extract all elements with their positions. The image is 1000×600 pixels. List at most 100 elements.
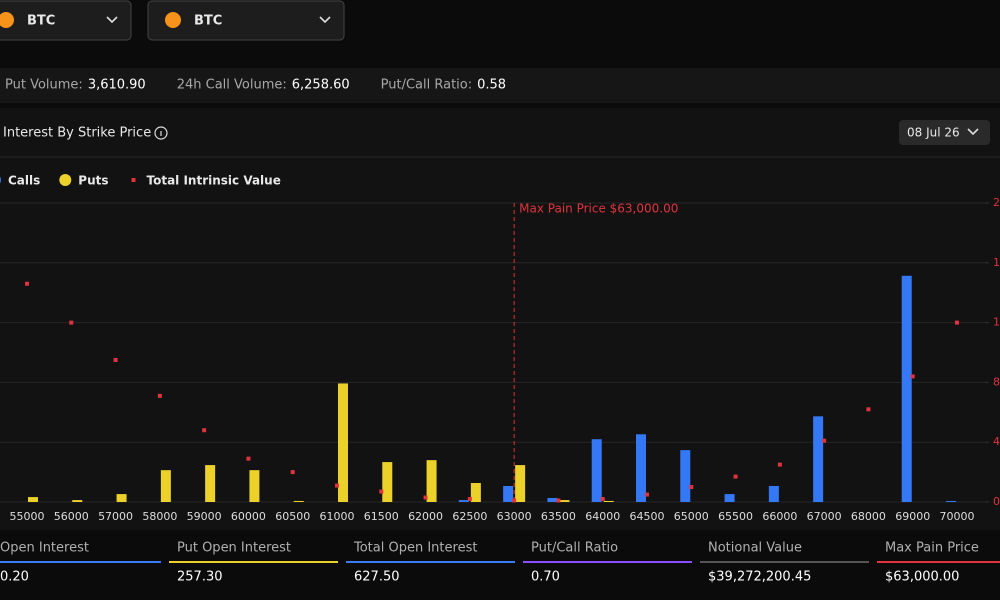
bar xyxy=(426,460,437,502)
point xyxy=(423,495,428,500)
selector-text: BTC xyxy=(194,14,222,29)
bar xyxy=(382,462,393,502)
summary-value: 0.20 xyxy=(0,570,29,585)
point xyxy=(600,497,605,502)
summary-value: $63,000.00 xyxy=(885,570,959,585)
summary-label: Total Open Interest xyxy=(353,541,477,556)
point xyxy=(246,456,251,461)
stats: Put Volume: 3,610.90 24h Call Volume: 6,258… xyxy=(5,78,506,93)
bar xyxy=(591,439,602,502)
date-select[interactable] xyxy=(899,120,990,145)
point xyxy=(777,462,782,467)
stat-value: 0.58 xyxy=(477,78,506,93)
legend-swatch xyxy=(0,176,1,184)
x-tick-label: 63000 xyxy=(497,510,532,523)
point xyxy=(25,281,29,286)
x-tick-label: 70000 xyxy=(940,510,975,523)
point xyxy=(113,357,118,362)
bar xyxy=(72,500,83,502)
point xyxy=(512,498,517,503)
chevron xyxy=(106,16,118,24)
btc-icon xyxy=(0,12,14,28)
x-tick-label: 63500 xyxy=(541,510,576,523)
point xyxy=(689,485,694,490)
legend-swatch xyxy=(59,174,72,186)
bar xyxy=(28,497,38,502)
max-pain-label: Max Pain Price $63,000.00 xyxy=(519,202,678,216)
selector[interactable] xyxy=(0,0,132,41)
chevron xyxy=(967,128,979,136)
stat-label: Put Volume: xyxy=(5,78,83,93)
info-icon[interactable] xyxy=(154,126,168,140)
x-tick-label: 59000 xyxy=(187,510,222,523)
chart: 0 4 8 12 16 20 55000 56000 57000 58000 59000 60000 6… xyxy=(0,174,1000,523)
x-tick-label: 62000 xyxy=(408,510,443,523)
stats-bar xyxy=(0,68,1000,103)
summary-label: Open Interest xyxy=(0,541,89,556)
bar xyxy=(205,465,216,502)
summary: Open Interest 0.20 Put Open Interest 257.30… xyxy=(0,541,1000,585)
bar xyxy=(338,383,348,502)
bar xyxy=(249,470,260,502)
point xyxy=(645,492,649,497)
x-tick-label: 66000 xyxy=(762,510,797,523)
point xyxy=(733,474,738,479)
x-tick-label: 64500 xyxy=(630,510,665,523)
selector[interactable] xyxy=(147,0,345,41)
x-tick-label: 55000 xyxy=(10,510,45,523)
bar xyxy=(458,500,469,502)
bar xyxy=(724,494,735,502)
y2-tick-label: 16 xyxy=(993,256,1000,269)
summary-label: Put Open Interest xyxy=(177,541,291,556)
legend-label: Calls xyxy=(8,174,40,188)
point xyxy=(866,407,871,412)
point xyxy=(157,393,162,398)
x-tick-label: 68000 xyxy=(851,510,886,523)
stat-label: Put/Call Ratio: xyxy=(381,78,472,93)
x-tick-label: 67000 xyxy=(807,510,842,523)
x-tick-label: 65500 xyxy=(718,510,753,523)
bar xyxy=(470,483,481,502)
summary-label: Notional Value xyxy=(708,541,802,556)
point xyxy=(379,489,384,494)
x-tick-label: 61000 xyxy=(320,510,355,523)
bar xyxy=(946,500,956,502)
point xyxy=(69,320,74,325)
x-tick-label: 61500 xyxy=(364,510,399,523)
summary-value: 0.70 xyxy=(531,570,560,585)
x-tick-label: 56000 xyxy=(54,510,89,523)
bar xyxy=(547,497,558,502)
bar xyxy=(160,470,171,502)
point xyxy=(335,483,339,488)
bar xyxy=(603,500,614,502)
x-tick-label: 69000 xyxy=(895,510,930,523)
legend-label: Total Intrinsic Value xyxy=(147,174,281,188)
bar xyxy=(901,275,912,502)
bar xyxy=(813,416,824,502)
date-text: 08 Jul 26 xyxy=(907,126,960,140)
bar xyxy=(680,450,691,502)
y2-tick-label: 0 xyxy=(993,495,1000,508)
chevron xyxy=(319,16,331,24)
legend-swatch xyxy=(131,178,136,182)
summary-label: Put/Call Ratio xyxy=(531,541,618,556)
point xyxy=(202,428,207,433)
bar xyxy=(768,486,779,502)
point xyxy=(822,438,827,443)
x-tick-label: 62500 xyxy=(452,510,487,523)
x-tick-label: 58000 xyxy=(142,510,177,523)
x-tick-label: 60000 xyxy=(231,510,266,523)
point xyxy=(955,320,959,325)
bar xyxy=(116,494,127,502)
bar xyxy=(559,500,570,502)
x-tick-label: 64000 xyxy=(585,510,620,523)
btc-icon xyxy=(165,12,181,28)
summary-value: $39,272,200.45 xyxy=(708,570,811,585)
summary-value: 257.30 xyxy=(177,570,223,585)
point xyxy=(556,498,561,503)
point xyxy=(467,497,472,502)
x-tick-label: 57000 xyxy=(98,510,133,523)
bar xyxy=(503,486,514,502)
